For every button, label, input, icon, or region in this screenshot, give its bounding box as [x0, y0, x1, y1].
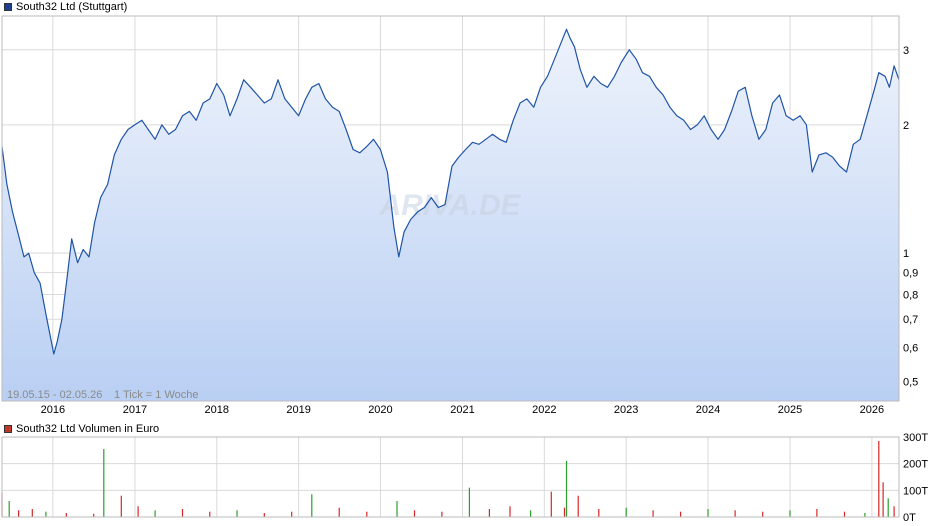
- volume-bar: [413, 510, 416, 517]
- volume-bar: [366, 511, 368, 517]
- price-y-tick-label: 0,7: [903, 314, 918, 326]
- volume-bar: [263, 513, 265, 517]
- volume-bar: [707, 509, 709, 517]
- volume-bar: [887, 498, 889, 517]
- volume-bar: [734, 510, 736, 517]
- volume-bar: [509, 506, 511, 517]
- watermark: ARIVA.DE: [378, 189, 521, 222]
- volume-bar: [577, 495, 579, 517]
- price-legend: South32 Ltd (Stuttgart): [4, 1, 127, 13]
- volume-bar: [816, 509, 818, 517]
- volume-plot-border: [1, 436, 900, 518]
- volume-y-tick-label: 100T: [903, 485, 928, 497]
- volume-y-tick-label: 300T: [903, 432, 928, 444]
- volume-bar: [45, 511, 47, 517]
- price-x-axis: 2016 2017 2018 2019 2020 2021 2022 2023 2024 2025…: [41, 404, 884, 416]
- price-plot-border: [1, 15, 900, 402]
- price-x-tick-label: 2020: [368, 404, 392, 416]
- volume-legend-swatch: [4, 425, 12, 433]
- volume-y-tick-label: 0T: [903, 512, 916, 524]
- price-area-fill: [2, 29, 899, 402]
- price-legend-label: South32 Ltd (Stuttgart): [16, 1, 128, 13]
- volume-bar: [652, 510, 654, 517]
- price-x-tick-label: 2022: [532, 404, 556, 416]
- price-y-tick-label: 0,6: [903, 343, 918, 355]
- volume-bar: [843, 511, 846, 517]
- volume-bar: [441, 511, 443, 517]
- volume-bar: [550, 491, 552, 517]
- price-x-tick-label: 2024: [696, 404, 720, 416]
- volume-bar: [8, 501, 10, 517]
- price-line-group: [1, 28, 900, 355]
- price-x-tick-label: 2026: [860, 404, 884, 416]
- price-y-tick-label: 3: [903, 45, 909, 57]
- price-y-tick-label: 0,8: [903, 289, 918, 301]
- price-x-tick-label: 2018: [205, 404, 229, 416]
- volume-bar: [18, 510, 20, 517]
- volume-bar: [468, 487, 470, 517]
- volume-bar: [396, 501, 398, 517]
- price-x-tick-label: 2017: [123, 404, 147, 416]
- tick-interval-label: 1 Tick = 1 Woche: [114, 389, 198, 401]
- volume-bar: [338, 507, 340, 517]
- volume-bar: [154, 510, 156, 517]
- volume-bar: [93, 513, 95, 517]
- volume-bar: [291, 511, 293, 517]
- volume-bar: [680, 511, 682, 517]
- volume-bar: [762, 511, 764, 517]
- volume-bar: [563, 507, 566, 517]
- price-y-tick-label: 2: [903, 120, 909, 132]
- volume-bar: [209, 511, 211, 517]
- volume-bar: [65, 513, 67, 517]
- price-x-tick-label: 2025: [778, 404, 802, 416]
- volume-legend-label: South32 Ltd Volumen in Euro: [16, 423, 160, 435]
- price-y-tick-label: 1: [903, 248, 909, 260]
- volume-grid: [2, 436, 899, 518]
- volume-bar: [882, 482, 884, 517]
- price-y-tick-label: 0,5: [903, 376, 918, 388]
- volume-y-axis: 0T 100T 200T 300T: [903, 432, 928, 524]
- price-x-tick-label: 2021: [450, 404, 474, 416]
- volume-bar: [311, 494, 313, 517]
- volume-y-tick-label: 200T: [903, 459, 928, 471]
- volume-bar: [31, 509, 33, 517]
- volume-bar: [137, 506, 139, 517]
- volume-bar: [530, 510, 532, 517]
- price-x-tick-label: 2023: [614, 404, 638, 416]
- price-line: [1, 28, 900, 355]
- volume-bar: [565, 461, 568, 517]
- price-x-tick-label: 2019: [286, 404, 310, 416]
- price-area: [2, 29, 899, 402]
- volume-bar: [598, 509, 600, 517]
- volume-bar: [181, 509, 184, 517]
- price-x-tick-label: 2016: [41, 404, 65, 416]
- volume-bar: [789, 510, 791, 517]
- price-legend-swatch: [4, 3, 12, 11]
- price-y-axis: 0,5 0,6 0,7 0,8 0,9 1 2 3: [903, 45, 918, 389]
- volume-bar: [120, 495, 122, 517]
- volume-bar: [103, 449, 105, 517]
- price-y-tick-label: 0,9: [903, 268, 918, 280]
- volume-bar: [236, 510, 238, 517]
- date-range-label: 19.05.15 - 02.05.26: [7, 389, 102, 401]
- volume-bar: [864, 513, 866, 517]
- volume-legend: South32 Ltd Volumen in Euro: [4, 423, 159, 435]
- volume-bar: [878, 441, 880, 517]
- volume-bar: [488, 509, 490, 517]
- volume-bar: [625, 507, 627, 517]
- volume-bar: [893, 506, 895, 517]
